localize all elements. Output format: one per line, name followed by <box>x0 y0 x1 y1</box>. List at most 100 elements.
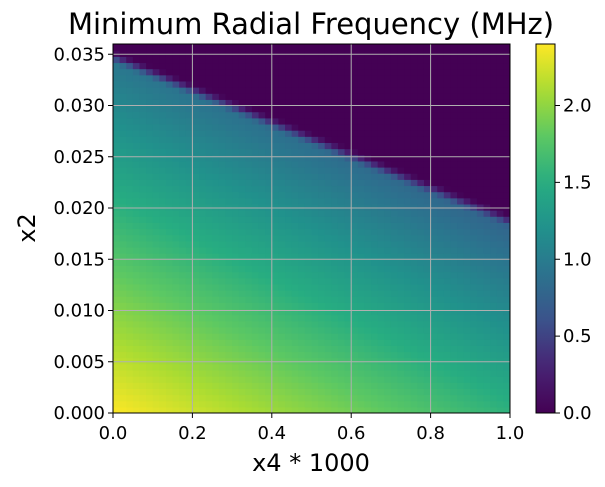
heatmap-cell <box>397 271 405 279</box>
heatmap-cell <box>132 357 141 365</box>
heatmap-cell <box>159 339 167 346</box>
heatmap-cell <box>404 87 412 94</box>
heatmap-cell <box>225 197 233 205</box>
heatmap-cell <box>417 400 425 408</box>
heatmap-cell <box>496 111 504 119</box>
heatmap-cell <box>258 179 266 187</box>
heatmap-cell <box>251 363 260 371</box>
heatmap-cell <box>463 185 471 193</box>
heatmap-cell <box>311 326 319 334</box>
heatmap-cell <box>179 136 187 143</box>
heatmap-cell <box>139 123 147 131</box>
heatmap-cell <box>146 290 154 297</box>
heatmap-cell <box>483 105 491 113</box>
heatmap-cell <box>119 320 127 328</box>
heatmap-cell <box>146 99 154 107</box>
heatmap-cell <box>298 382 306 389</box>
heatmap-cell <box>152 351 160 359</box>
heatmap-cell <box>113 363 121 371</box>
heatmap-cell <box>139 93 147 100</box>
heatmap-cell <box>225 44 233 51</box>
heatmap-cell <box>423 277 432 285</box>
heatmap-cell <box>192 253 200 260</box>
heatmap-cell <box>271 296 280 303</box>
heatmap-cell <box>265 44 273 51</box>
heatmap-cell <box>285 216 293 223</box>
heatmap-cell <box>146 167 154 174</box>
heatmap-cell <box>132 185 141 193</box>
heatmap-cell <box>139 345 147 353</box>
heatmap-cell <box>430 210 438 217</box>
heatmap-cell <box>490 210 498 217</box>
heatmap-cell <box>232 142 240 150</box>
heatmap-cell <box>298 179 306 187</box>
heatmap-cell <box>146 382 154 389</box>
heatmap-cell <box>437 388 445 396</box>
heatmap-cell <box>490 160 498 168</box>
heatmap-cell <box>271 68 280 76</box>
heatmap-cell <box>496 259 504 266</box>
heatmap-cell <box>159 105 167 113</box>
heatmap-cell <box>318 56 326 64</box>
heatmap-cell <box>470 234 478 242</box>
heatmap-cell <box>324 283 332 291</box>
heatmap-cell <box>470 406 478 413</box>
heatmap-cell <box>430 130 438 137</box>
heatmap-cell <box>351 136 359 143</box>
heatmap-cell <box>225 314 233 322</box>
heatmap-cell <box>377 191 385 199</box>
heatmap-cell <box>172 203 180 211</box>
heatmap-cell <box>271 265 280 273</box>
heatmap-cell <box>437 265 445 273</box>
heatmap-cell <box>351 203 359 211</box>
heatmap-cell <box>238 117 246 125</box>
heatmap-cell <box>298 339 306 346</box>
heatmap-cell <box>344 142 352 150</box>
heatmap-cell <box>476 240 485 248</box>
heatmap-cell <box>159 345 167 353</box>
heatmap-cell <box>126 246 134 254</box>
heatmap-cell <box>199 191 207 199</box>
heatmap-cell <box>278 179 286 187</box>
heatmap-cell <box>423 62 432 70</box>
heatmap-cell <box>364 111 372 119</box>
heatmap-cell <box>179 130 187 137</box>
heatmap-cell <box>238 136 246 143</box>
heatmap-cell <box>344 314 352 322</box>
heatmap-cell <box>397 369 405 377</box>
heatmap-cell <box>278 369 286 377</box>
heatmap-cell <box>450 130 458 137</box>
heatmap-cell <box>172 160 180 168</box>
heatmap-cell <box>205 246 213 254</box>
heatmap-cell <box>192 179 200 187</box>
heatmap-cell <box>384 210 392 217</box>
heatmap-cell <box>377 388 385 396</box>
heatmap-cell <box>450 50 458 57</box>
heatmap-cell <box>390 277 399 285</box>
heatmap-cell <box>430 363 438 371</box>
heatmap-cell <box>238 363 246 371</box>
heatmap-cell <box>496 382 504 389</box>
heatmap-cell <box>172 179 180 187</box>
heatmap-cell <box>483 296 491 303</box>
heatmap-cell <box>212 93 220 100</box>
heatmap-cell <box>238 296 246 303</box>
heatmap-cell <box>232 351 240 359</box>
heatmap-cell <box>450 44 458 51</box>
heatmap-cell <box>404 68 412 76</box>
heatmap-cell <box>503 179 510 187</box>
heatmap-cell <box>146 345 154 353</box>
heatmap-cell <box>337 123 346 131</box>
heatmap-cell <box>238 216 246 223</box>
heatmap-cell <box>285 62 293 70</box>
heatmap-cell <box>430 369 438 377</box>
heatmap-cell <box>503 111 510 119</box>
heatmap-cell <box>265 394 273 402</box>
heatmap-cell <box>443 173 452 180</box>
heatmap-cell <box>496 167 504 174</box>
heatmap-cell <box>357 308 366 316</box>
heatmap-cell <box>199 253 207 260</box>
heatmap-cell <box>430 345 438 353</box>
heatmap-cell <box>291 93 299 100</box>
heatmap-cell <box>470 308 478 316</box>
